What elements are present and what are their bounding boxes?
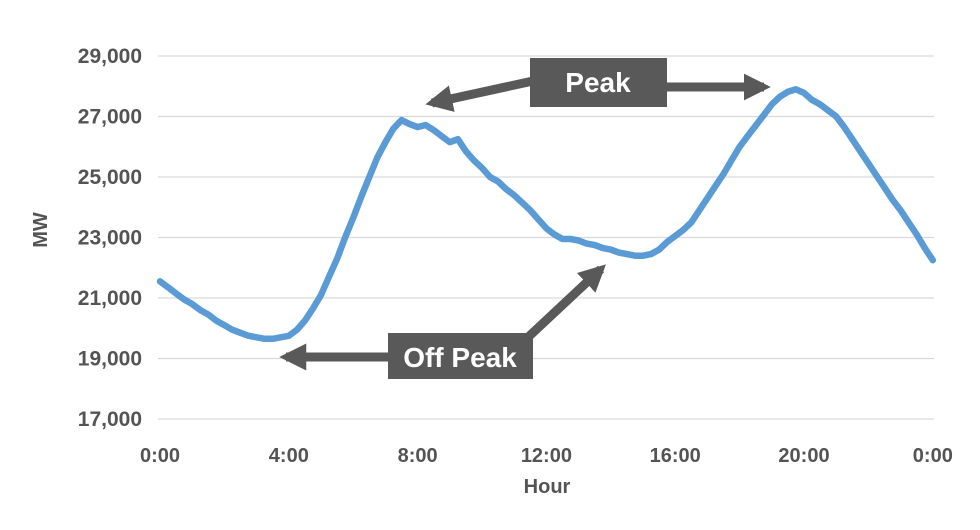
- gridlines: [158, 55, 934, 420]
- x-tick-label: 0:00: [140, 445, 180, 467]
- y-tick-label: 17,000: [78, 408, 142, 431]
- peak-label: Peak: [565, 67, 631, 98]
- x-tick-label: 8:00: [398, 445, 438, 467]
- off-peak-label: Off Peak: [403, 342, 517, 373]
- x-tick-label: 0:00: [913, 445, 953, 467]
- y-axis-tick-labels: 29,000 27,000 25,000 23,000 21,000 19,000 17,0…: [78, 45, 142, 431]
- peak-arrow-left-icon: [425, 76, 534, 112]
- x-tick-label: 4:00: [269, 445, 309, 467]
- y-tick-label: 29,000: [78, 45, 142, 68]
- y-tick-label: 27,000: [78, 106, 142, 129]
- y-tick-label: 25,000: [78, 166, 142, 189]
- y-tick-label: 23,000: [78, 227, 142, 250]
- y-tick-label: 19,000: [78, 348, 142, 371]
- x-axis-tick-labels: 0:00 4:00 8:00 12:00 16:00 20:00 0:00: [140, 445, 953, 467]
- demand-line: [156, 86, 937, 343]
- annotation-off-peak: Off Peak: [279, 264, 606, 379]
- x-tick-label: 20:00: [778, 445, 829, 467]
- off-peak-arrow-diagonal-icon: [520, 264, 606, 345]
- off-peak-label-box: [388, 333, 533, 379]
- x-tick-label: 16:00: [650, 445, 701, 467]
- peak-label-box: [530, 58, 667, 107]
- annotation-peak: Peak: [425, 58, 771, 112]
- y-axis-title: MW: [30, 212, 52, 248]
- x-tick-label: 12:00: [521, 445, 572, 467]
- x-axis-title: Hour: [524, 476, 571, 498]
- y-tick-label: 21,000: [78, 287, 142, 310]
